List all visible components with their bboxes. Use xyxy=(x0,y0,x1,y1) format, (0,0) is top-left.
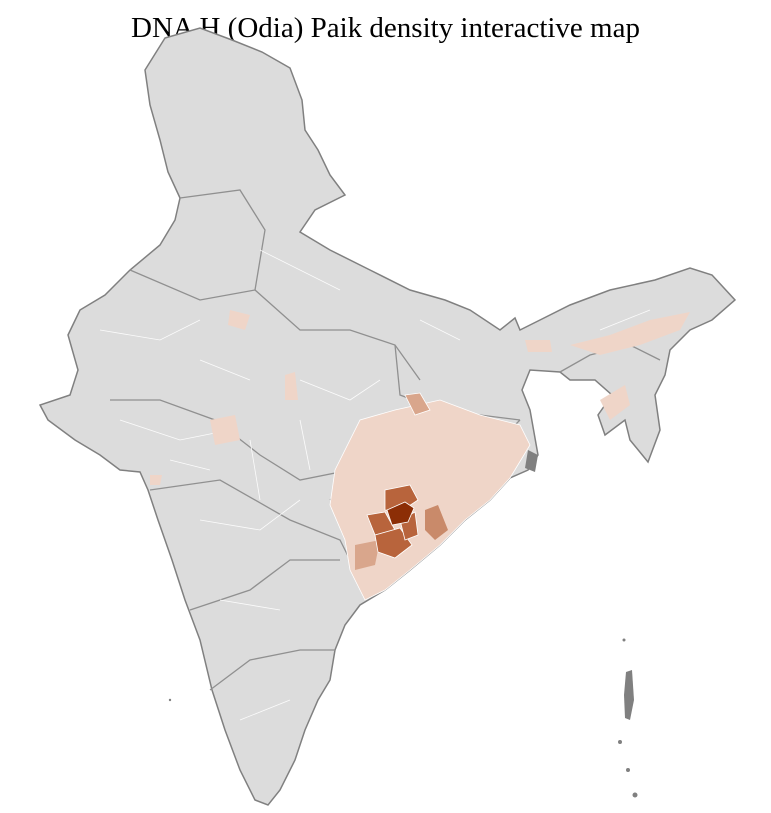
region-mid-low-south[interactable] xyxy=(355,540,380,570)
density-regions xyxy=(150,310,690,601)
region-mid-3[interactable] xyxy=(374,527,413,559)
andaman-nicobar-islands[interactable] xyxy=(618,638,638,798)
region-mid-low-east[interactable] xyxy=(425,505,448,540)
region-low-bengal[interactable] xyxy=(525,340,552,352)
region-low-rajasthan[interactable] xyxy=(285,372,298,400)
lakshadweep-islands xyxy=(168,698,172,702)
region-low-odisha-chhattisgarh[interactable] xyxy=(329,399,531,601)
district-borders xyxy=(99,249,651,721)
region-low-west[interactable] xyxy=(228,310,250,330)
region-low-assam[interactable] xyxy=(570,312,690,355)
sundarbans-coast xyxy=(525,450,538,472)
region-low-jharkhand[interactable] xyxy=(404,392,431,416)
region-low-gujarat[interactable] xyxy=(150,475,162,485)
region-high[interactable] xyxy=(386,501,415,526)
region-low-mp[interactable] xyxy=(210,415,240,445)
region-low-tripura[interactable] xyxy=(600,385,630,420)
